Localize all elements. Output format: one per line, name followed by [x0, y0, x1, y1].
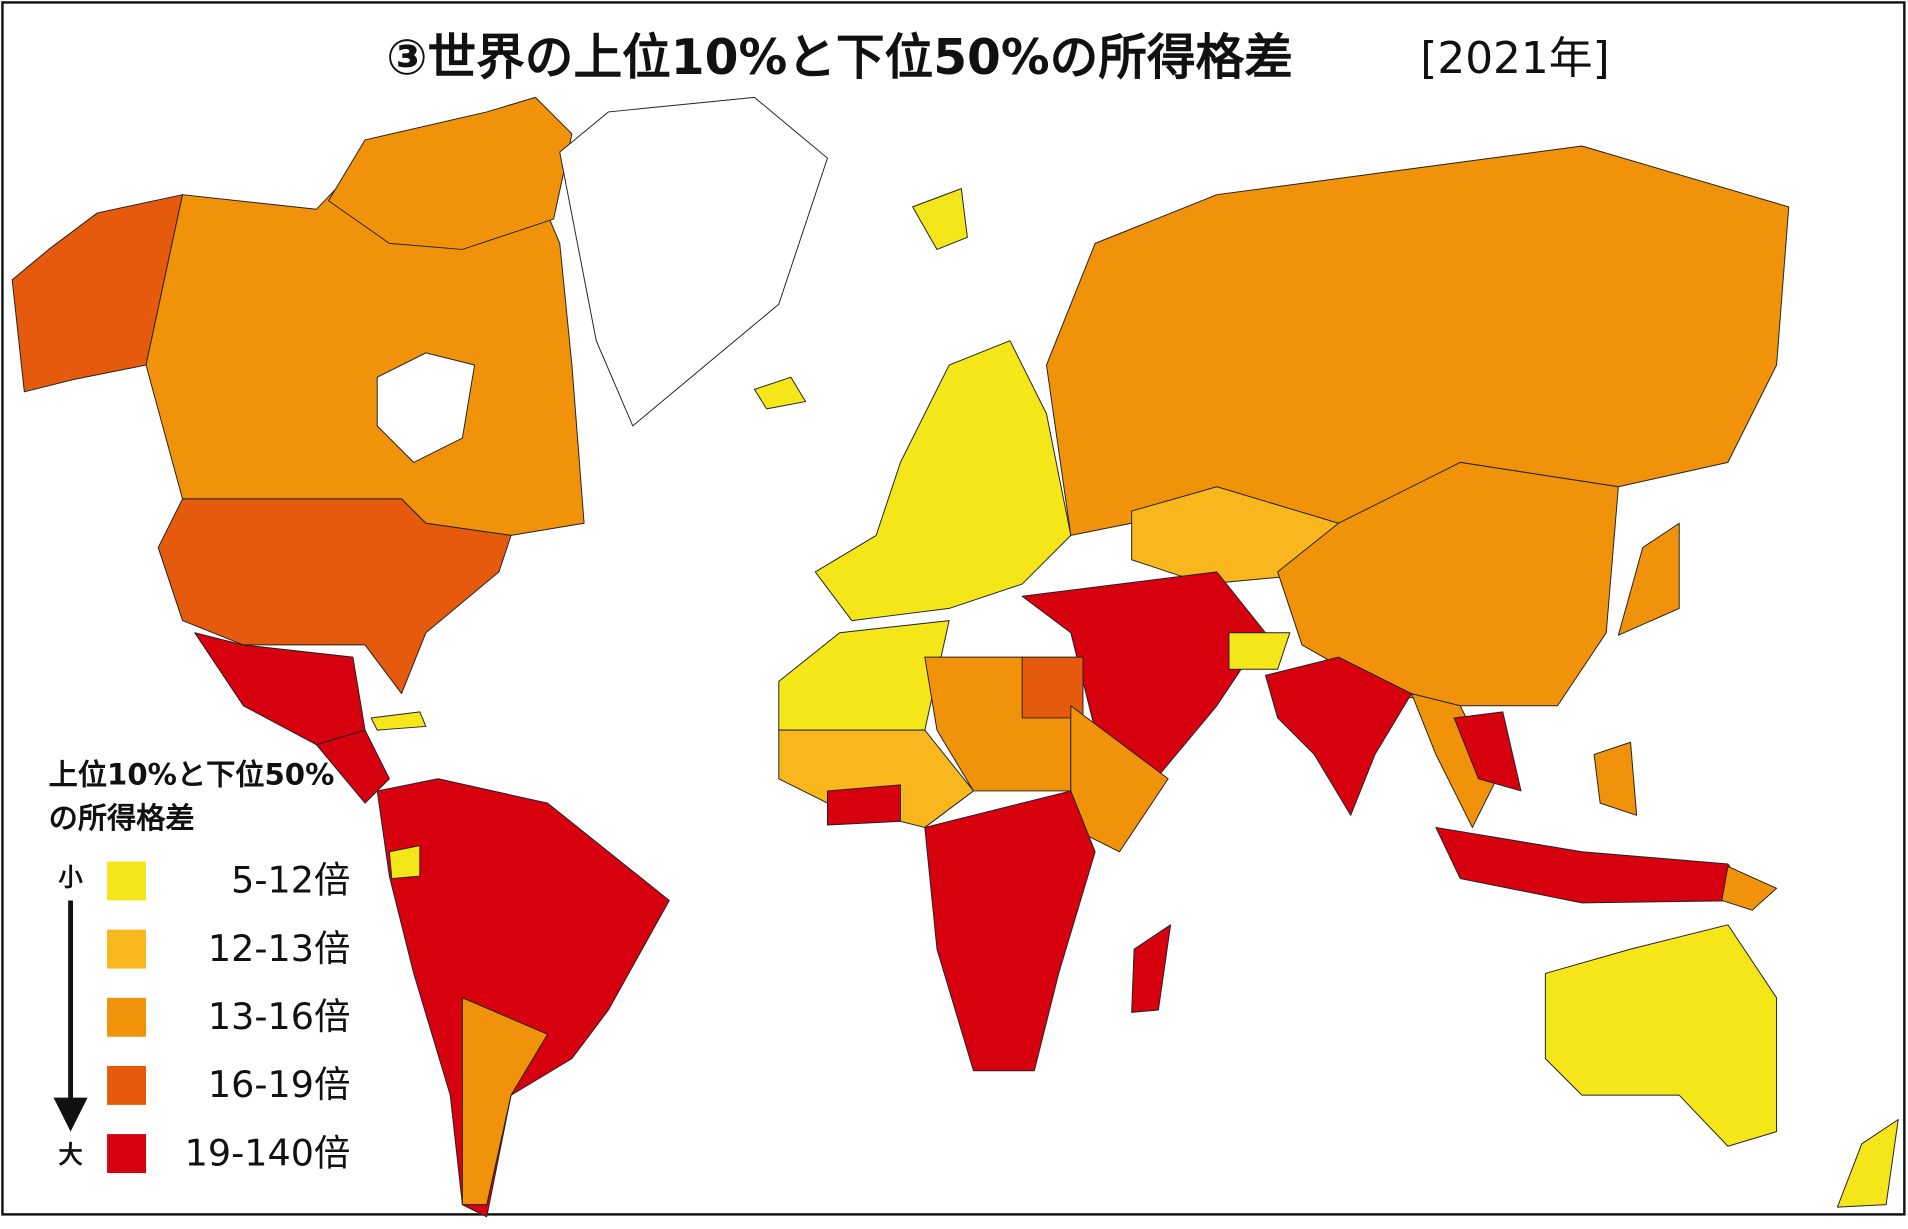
- legend: 上位10%と下位50% の所得格差 小 大 5-12倍 12-13倍 13-16倍 1…: [49, 757, 351, 1174]
- greenland: [559, 96, 829, 427]
- country-region: [924, 790, 1096, 1072]
- legend-label: 13-16倍: [208, 995, 351, 1038]
- legend-swatch: [107, 997, 147, 1037]
- legend-title: の所得格差: [49, 801, 195, 835]
- legend-low-label: 小: [58, 863, 83, 892]
- country-region: [1836, 1118, 1899, 1208]
- map-subtitle: [2021年]: [1420, 33, 1609, 84]
- country-region: [1411, 693, 1498, 828]
- country-region: [1265, 656, 1413, 816]
- legend-swatch: [107, 929, 147, 969]
- country-region: [315, 729, 390, 804]
- country-region: [370, 711, 427, 731]
- country-region: [1593, 741, 1638, 816]
- legend-label: 5-12倍: [231, 859, 350, 902]
- legend-title: 上位10%と下位50%: [49, 757, 335, 791]
- country-region: [1544, 924, 1778, 1147]
- hudson-bay: [376, 352, 476, 463]
- legend-swatch: [107, 1065, 147, 1105]
- country-region: [753, 376, 807, 410]
- map-title: ③世界の上位10%と下位50%の所得格差: [386, 30, 1293, 86]
- legend-swatch: [107, 1134, 147, 1174]
- legend-swatch: [107, 861, 147, 901]
- country-region: [814, 340, 1072, 622]
- legend-high-label: 大: [58, 1140, 83, 1169]
- country-region: [1131, 924, 1172, 1013]
- legend-label: 12-13倍: [208, 927, 351, 970]
- country-region: [1453, 711, 1522, 792]
- country-region: [1617, 522, 1680, 636]
- country-region: [826, 784, 901, 826]
- country-region: [1070, 705, 1169, 853]
- country-region: [328, 96, 573, 250]
- country-region: [461, 997, 549, 1206]
- country-region: [388, 845, 421, 880]
- legend-label: 16-19倍: [208, 1063, 351, 1106]
- country-region: [1228, 632, 1291, 670]
- legend-label: 19-140倍: [185, 1131, 351, 1174]
- country-region: [912, 188, 968, 250]
- country-region: [1721, 865, 1778, 911]
- legend-arrowhead: [53, 1097, 88, 1132]
- map: [11, 96, 1899, 1218]
- country-region: [1021, 571, 1266, 780]
